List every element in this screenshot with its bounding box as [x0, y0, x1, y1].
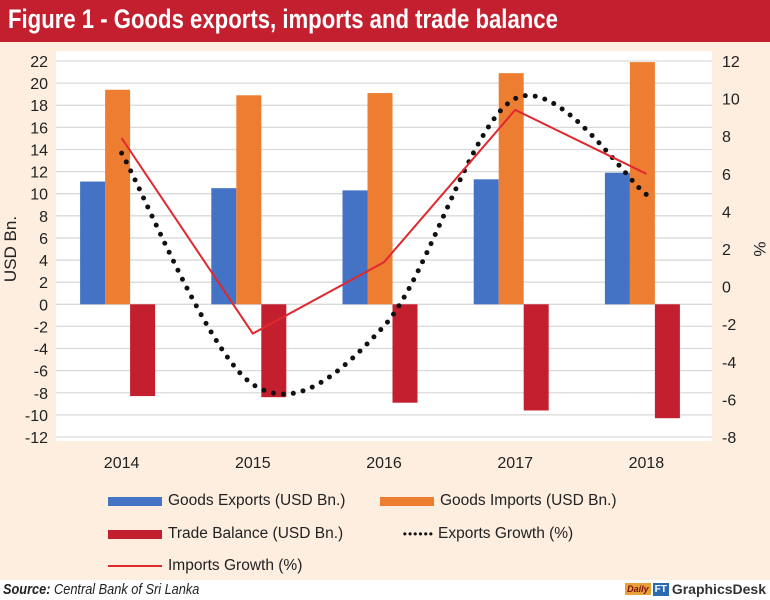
legend-swatch-imports [380, 496, 434, 506]
legend-swatch-exports [108, 496, 162, 506]
logo-text: GraphicsDesk [671, 581, 766, 597]
y-tick-label: 18 [30, 98, 48, 115]
y2-tick-label: -4 [722, 355, 736, 372]
y-tick-label: 22 [30, 54, 48, 71]
y2-tick-label: -2 [722, 317, 736, 334]
legend-item-trade-balance: Trade Balance (USD Bn.) [108, 524, 343, 544]
bar-balance-2017 [523, 304, 549, 411]
legend-label: Imports Growth (%) [168, 557, 303, 574]
graphicsdesk-logo: Daily FT GraphicsDesk [625, 581, 766, 597]
y-tick-label: 16 [30, 120, 48, 137]
title-bar: Figure 1 - Goods exports, imports and tr… [0, 0, 770, 42]
y-tick-label: 14 [30, 142, 48, 159]
legend-item-exports-growth: •••••• Exports Growth (%) [380, 524, 573, 544]
y2-tick-label: 12 [722, 54, 740, 71]
bar-exports-2014 [80, 181, 106, 305]
legend-swatch-line [108, 565, 162, 567]
legend: Goods Exports (USD Bn.) Goods Imports (U… [0, 488, 770, 578]
y-tick-label: -10 [25, 408, 48, 425]
bar-balance-2016 [392, 304, 418, 403]
legend-item-exports: Goods Exports (USD Bn.) [108, 491, 345, 511]
y2-axis-label: % [750, 241, 769, 256]
y-axis-label: USD Bn. [1, 216, 20, 282]
logo-daily: Daily [625, 583, 651, 595]
imports-growth-line [120, 108, 647, 335]
source-text: Central Bank of Sri Lanka [54, 581, 200, 598]
y-tick-label: -8 [34, 386, 48, 403]
bar-exports-2018 [604, 172, 630, 305]
bar-balance-2015 [261, 304, 287, 398]
y-tick-label: 6 [39, 231, 48, 248]
y2-tick-label: 0 [722, 280, 731, 297]
legend-label: Goods Exports (USD Bn.) [168, 492, 346, 509]
legend-label: Exports Growth (%) [438, 525, 574, 542]
y-tick-label: 4 [39, 253, 48, 270]
bar-exports-2017 [473, 179, 499, 305]
legend-swatch-trade-balance [108, 529, 162, 539]
bar-exports-2015 [211, 188, 237, 305]
y-tick-label: -6 [34, 364, 48, 381]
y-tick-label: 20 [30, 76, 48, 93]
y2-tick-label: -6 [722, 392, 736, 409]
y-tick-label: 12 [30, 165, 48, 182]
legend-item-imports-growth: Imports Growth (%) [108, 556, 302, 576]
chart-title: Figure 1 - Goods exports, imports and tr… [8, 4, 558, 34]
x-tick-label: 2016 [366, 455, 402, 472]
y2-tick-label: 10 [722, 92, 740, 109]
bar-imports-2016 [367, 93, 393, 305]
footer: Source: Central Bank of Sri Lanka Daily F… [0, 580, 770, 600]
bar-balance-2018 [654, 304, 680, 419]
x-tick-label: 2015 [235, 455, 271, 472]
source-label: Source: [3, 581, 51, 598]
bar-imports-2014 [105, 89, 131, 305]
exports-growth-line [119, 93, 649, 397]
x-tick-label: 2017 [497, 455, 533, 472]
y2-tick-label: 2 [722, 242, 731, 259]
source-note: Source: Central Bank of Sri Lanka [3, 581, 199, 598]
legend-label: Goods Imports (USD Bn.) [440, 492, 617, 509]
legend-label: Trade Balance (USD Bn.) [168, 525, 344, 542]
legend-swatch-dotted: •••••• [402, 527, 434, 541]
y-tick-label: 2 [39, 275, 48, 292]
legend-item-imports: Goods Imports (USD Bn.) [380, 491, 617, 511]
y-tick-label: -12 [25, 430, 48, 447]
bar-imports-2015 [236, 95, 262, 305]
y2-tick-label: 4 [722, 204, 731, 221]
bar-imports-2017 [498, 73, 524, 305]
y-tick-label: 10 [30, 187, 48, 204]
y2-tick-label: 6 [722, 167, 731, 184]
x-tick-label: 2014 [104, 455, 140, 472]
y-tick-label: -2 [34, 319, 48, 336]
bar-balance-2014 [130, 304, 156, 397]
y-tick-label: 0 [39, 297, 48, 314]
y2-tick-label: -8 [722, 430, 736, 447]
bar-exports-2016 [342, 190, 368, 305]
x-tick-label: 2018 [629, 455, 665, 472]
logo-ft: FT [652, 582, 669, 596]
y2-tick-label: 8 [722, 129, 731, 146]
y-tick-label: -4 [34, 342, 48, 359]
y-tick-label: 8 [39, 209, 48, 226]
bar-imports-2018 [629, 62, 655, 305]
